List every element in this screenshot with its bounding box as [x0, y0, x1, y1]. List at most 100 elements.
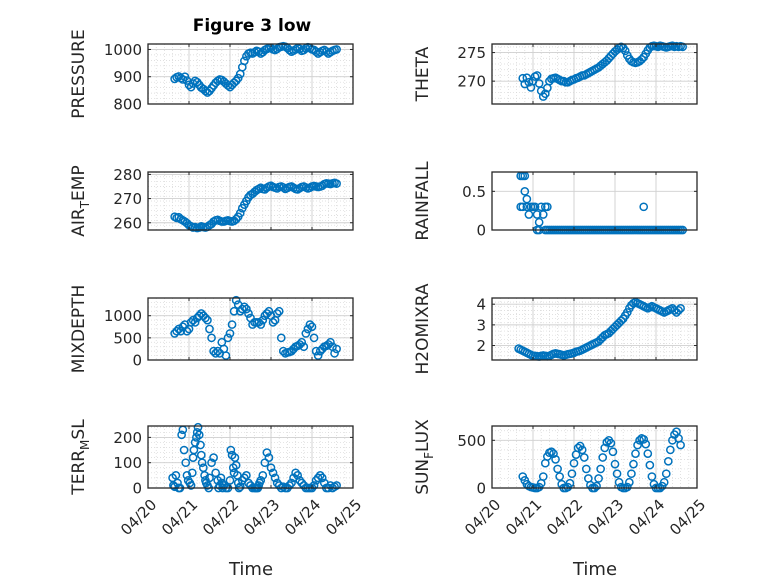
- data-point: [676, 440, 685, 450]
- data-point: [229, 306, 239, 316]
- data-point: [645, 460, 655, 470]
- axes-box: [147, 425, 354, 489]
- y-tick-label: 1000: [104, 307, 142, 325]
- axes-box: [491, 297, 698, 361]
- data-point: [326, 481, 335, 490]
- data-point: [270, 473, 280, 483]
- data-point: [256, 476, 266, 485]
- data-point: [330, 349, 339, 358]
- data-point: [192, 427, 202, 437]
- data-point: [295, 476, 305, 485]
- subplot-mixdepth: 0 500 1000 MIXDEPTH: [69, 285, 354, 373]
- axes-box: [147, 43, 354, 105]
- data-point: [240, 56, 249, 66]
- y-axis-label: PRESSURE: [69, 29, 89, 118]
- y-tick-label: 4: [476, 296, 486, 314]
- data-point: [231, 295, 241, 305]
- data-point: [226, 445, 236, 455]
- data-point: [518, 73, 528, 83]
- data-point: [592, 481, 601, 491]
- data-point: [240, 302, 249, 312]
- data-point: [313, 351, 323, 360]
- data-point: [532, 210, 542, 219]
- y-tick-label: 270: [457, 73, 486, 91]
- y-axis-label: AIRTEMP: [69, 165, 92, 236]
- data-point: [176, 326, 186, 336]
- y-tick-label: 1000: [104, 41, 142, 59]
- data-point: [187, 468, 197, 478]
- data-point: [242, 470, 251, 480]
- x-tick-label: 04/24: [281, 496, 324, 539]
- data-point: [205, 324, 214, 334]
- y-tick-label: 270: [113, 190, 142, 208]
- data-point: [258, 315, 268, 325]
- data-point: [264, 306, 274, 316]
- axes-box: [491, 425, 698, 489]
- data-point: [538, 472, 548, 481]
- data-point: [663, 456, 673, 466]
- data-point: [201, 313, 210, 323]
- data-point: [610, 459, 620, 469]
- data-point: [297, 337, 307, 347]
- data-point: [565, 478, 575, 488]
- y-tick-label: 0: [132, 480, 142, 498]
- data-point: [216, 473, 226, 483]
- data-point: [244, 478, 253, 488]
- y-tick-label: 900: [113, 68, 142, 86]
- data-point: [594, 474, 603, 483]
- data-point: [197, 458, 207, 468]
- data-point: [225, 476, 235, 485]
- data-point: [625, 477, 634, 487]
- data-point: [186, 481, 196, 490]
- data-point: [231, 214, 241, 224]
- y-tick-label: 200: [113, 429, 142, 447]
- y-tick-label: 275: [457, 44, 486, 62]
- data-point: [258, 470, 268, 480]
- y-tick-label: 800: [113, 96, 142, 114]
- data-point: [285, 481, 294, 490]
- data-point: [322, 47, 331, 56]
- data-point: [643, 449, 653, 459]
- data-point: [272, 478, 282, 488]
- data-point: [240, 473, 249, 483]
- x-tick-label: 04/20: [461, 496, 504, 539]
- y-tick-label: 260: [113, 214, 142, 232]
- subplot-rainfall: 0 0.5 RAINFALL: [413, 161, 698, 241]
- data-point: [579, 453, 589, 462]
- data-point: [297, 478, 307, 488]
- y-tick-label: 280: [113, 166, 142, 184]
- y-axis-label: RAINFALL: [413, 161, 433, 241]
- data-point: [262, 448, 272, 457]
- scatter-series: [518, 41, 688, 101]
- figure-title: Figure 3 low: [193, 16, 312, 36]
- axes-box: [147, 297, 354, 361]
- subplot-grid: 800 900 1000 PRESSURE 270 275 THETA 260 270 280 AI…: [69, 29, 709, 539]
- data-point: [522, 194, 532, 204]
- data-point: [184, 80, 194, 90]
- data-point: [524, 210, 534, 219]
- data-point: [190, 318, 200, 327]
- data-point: [272, 184, 282, 193]
- x-tick-label: 04/23: [584, 496, 627, 539]
- axes-box: [491, 43, 698, 105]
- data-point: [264, 453, 274, 462]
- data-point: [278, 183, 288, 192]
- x-axis-label-left: Time: [228, 559, 273, 580]
- data-point: [622, 308, 632, 317]
- data-point: [596, 464, 606, 474]
- data-point: [622, 482, 632, 492]
- data-point: [260, 458, 270, 468]
- data-point: [182, 326, 192, 336]
- data-point: [209, 453, 218, 462]
- y-axis-label: SUNFLUX: [413, 419, 436, 495]
- data-point: [577, 445, 587, 455]
- data-point: [309, 481, 319, 490]
- data-point: [203, 315, 212, 325]
- data-point: [547, 447, 556, 457]
- x-tick-label: 04/25: [666, 496, 709, 539]
- y-axis-label: THETA: [413, 46, 433, 102]
- y-tick-label: 0.5: [462, 183, 486, 201]
- data-point: [678, 42, 688, 52]
- data-point: [205, 473, 214, 483]
